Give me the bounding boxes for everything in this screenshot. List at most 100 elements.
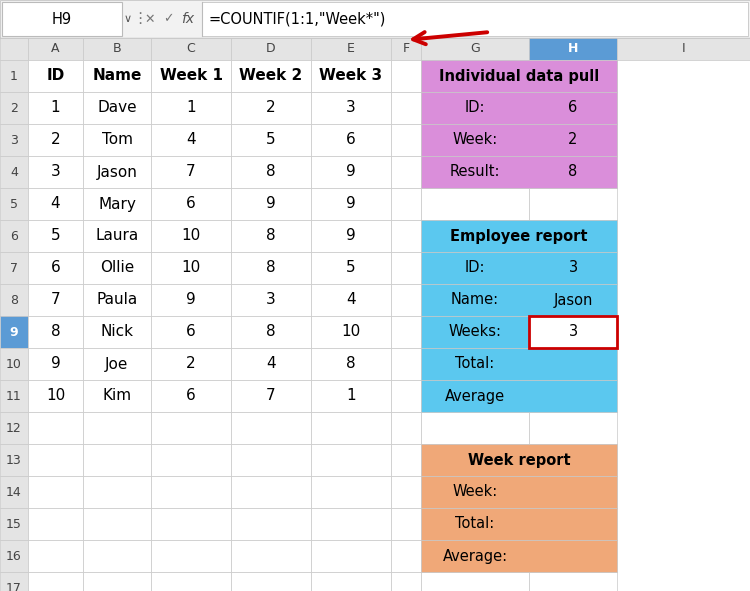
Bar	[231, 156, 311, 188]
Text: 9: 9	[346, 229, 355, 243]
Text: Laura: Laura	[95, 229, 139, 243]
Bar	[0, 92, 28, 124]
Bar	[231, 60, 311, 92]
Bar	[311, 476, 391, 508]
Text: 5: 5	[10, 197, 18, 210]
Bar	[311, 92, 391, 124]
Text: 10: 10	[6, 358, 22, 371]
Text: 3: 3	[10, 134, 18, 147]
Bar	[0, 124, 28, 156]
Bar	[421, 316, 617, 348]
Bar	[151, 60, 231, 92]
Bar	[529, 412, 617, 444]
Text: Weeks:: Weeks:	[448, 324, 502, 339]
Text: Joe: Joe	[105, 356, 129, 372]
Text: 7: 7	[186, 164, 196, 180]
Bar	[529, 572, 617, 591]
Bar	[391, 380, 421, 412]
Text: 6: 6	[186, 388, 196, 404]
Bar	[391, 92, 421, 124]
Bar	[83, 92, 151, 124]
Bar	[83, 156, 151, 188]
Bar	[421, 316, 529, 348]
Bar	[231, 252, 311, 284]
Bar	[231, 348, 311, 380]
Text: 9: 9	[10, 326, 18, 339]
Text: 6: 6	[186, 196, 196, 212]
Bar	[391, 476, 421, 508]
Text: 1: 1	[10, 70, 18, 83]
Text: ID:: ID:	[465, 261, 485, 275]
Bar	[421, 444, 617, 476]
Bar	[231, 572, 311, 591]
Text: Week 2: Week 2	[239, 69, 302, 83]
Bar	[529, 316, 617, 348]
Bar	[231, 476, 311, 508]
Text: 1: 1	[51, 100, 60, 115]
Text: 8: 8	[266, 261, 276, 275]
Text: 6: 6	[51, 261, 60, 275]
Bar	[421, 92, 617, 124]
Bar	[28, 188, 83, 220]
Text: Employee report: Employee report	[450, 229, 588, 243]
Text: 8: 8	[346, 356, 355, 372]
Bar	[83, 252, 151, 284]
Text: 9: 9	[266, 196, 276, 212]
Text: 12: 12	[6, 421, 22, 434]
Bar	[421, 476, 529, 508]
Bar	[311, 156, 391, 188]
Text: 10: 10	[182, 261, 201, 275]
Text: 6: 6	[568, 100, 578, 115]
Bar	[0, 252, 28, 284]
Bar	[529, 444, 617, 476]
Text: 6: 6	[346, 132, 355, 148]
Bar	[231, 540, 311, 572]
Bar	[28, 220, 83, 252]
Bar	[0, 380, 28, 412]
Bar	[83, 348, 151, 380]
Text: 8: 8	[51, 324, 60, 339]
Bar	[151, 220, 231, 252]
Bar	[421, 60, 617, 92]
Text: 11: 11	[6, 389, 22, 402]
Bar	[231, 188, 311, 220]
Text: ID:: ID:	[465, 100, 485, 115]
Bar	[28, 380, 83, 412]
Text: 2: 2	[266, 100, 276, 115]
Text: I: I	[682, 43, 686, 56]
Bar	[151, 156, 231, 188]
Text: Week 1: Week 1	[160, 69, 223, 83]
Text: 6: 6	[10, 229, 18, 242]
Text: 9: 9	[51, 356, 60, 372]
Text: 4: 4	[186, 132, 196, 148]
Bar	[421, 444, 529, 476]
Bar	[151, 412, 231, 444]
Text: 8: 8	[266, 164, 276, 180]
Bar	[28, 540, 83, 572]
Text: 14: 14	[6, 485, 22, 498]
Text: 3: 3	[568, 324, 578, 339]
Text: ✕: ✕	[145, 12, 155, 25]
Text: 7: 7	[10, 261, 18, 274]
Text: 3: 3	[568, 261, 578, 275]
Text: 9: 9	[346, 196, 355, 212]
Bar	[28, 156, 83, 188]
Text: Week 3: Week 3	[320, 69, 382, 83]
Text: Jason: Jason	[554, 293, 592, 307]
Bar	[151, 572, 231, 591]
Bar	[529, 124, 617, 156]
Bar	[311, 284, 391, 316]
Text: 4: 4	[266, 356, 276, 372]
Bar	[391, 412, 421, 444]
Text: 10: 10	[46, 388, 65, 404]
Text: Tom: Tom	[101, 132, 133, 148]
Bar	[421, 540, 529, 572]
Bar	[0, 348, 28, 380]
Bar	[83, 316, 151, 348]
Bar	[0, 0, 750, 38]
Bar	[529, 348, 617, 380]
Bar	[28, 124, 83, 156]
Bar	[529, 380, 617, 412]
Text: fx: fx	[182, 12, 194, 26]
Bar	[151, 540, 231, 572]
